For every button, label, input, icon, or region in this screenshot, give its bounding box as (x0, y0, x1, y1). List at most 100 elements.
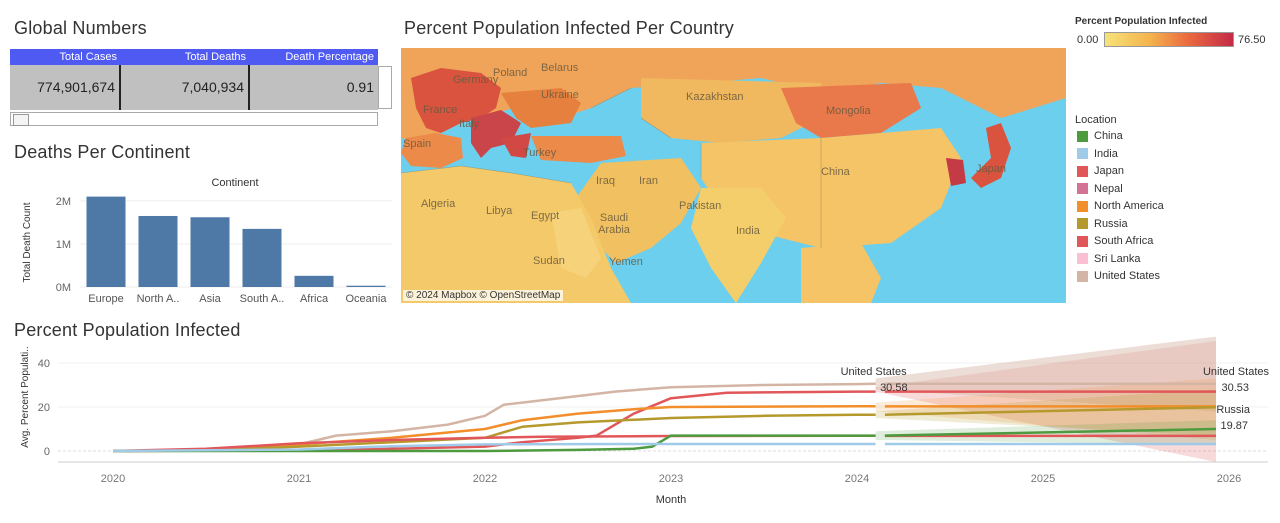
legend-label: Sri Lanka (1094, 252, 1141, 265)
italy-region (471, 110, 521, 158)
vertical-scrollbar[interactable] (378, 66, 392, 109)
legend-item-south-africa[interactable]: South Africa (1077, 235, 1153, 247)
map-label: Italy (459, 118, 480, 130)
header-total-cases: Total Cases (59, 51, 117, 63)
bar (242, 228, 282, 287)
legend-item-japan[interactable]: Japan (1077, 165, 1124, 177)
map-attribution[interactable]: © 2024 Mapbox © OpenStreetMap (403, 290, 564, 301)
map-label: Egypt (531, 210, 560, 222)
map-label: Saudi Arabia (598, 212, 630, 236)
iberia (401, 133, 463, 168)
legend-item-united-states[interactable]: United States (1077, 270, 1160, 282)
legend-swatch (1077, 235, 1088, 247)
x-tick-label: 2025 (1031, 473, 1055, 485)
legend-swatch (1077, 253, 1088, 264)
map-label: Turkey (523, 147, 557, 159)
forecast-band (875, 378, 1216, 440)
series-line-china (113, 434, 876, 453)
percent-infected-title: Percent Population Infected (14, 320, 241, 340)
legend-label: Russia (1094, 217, 1128, 230)
kazakhstan-region (641, 78, 821, 143)
map-label: Algeria (421, 198, 456, 210)
x-tick-label: Oceania (346, 293, 388, 305)
deaths-per-continent-title: Deaths Per Continent (14, 142, 191, 162)
forecast-band (875, 389, 1216, 436)
gradient-legend-max: 76.50 (1238, 34, 1266, 46)
series-line-united-states (112, 382, 876, 453)
y-axis-title: Avg. Percent Populati.. (20, 346, 31, 448)
map-label: China (821, 166, 850, 178)
y-tick-label: 20 (38, 402, 50, 414)
forecast-band (875, 336, 1216, 412)
x-axis-title: Month (656, 494, 687, 506)
legend-item-russia[interactable]: Russia (1077, 218, 1128, 230)
india-region (691, 188, 786, 303)
legend-label: South Africa (1094, 235, 1154, 247)
annotation-value: 19.87 (1220, 420, 1248, 432)
horizontal-scrollbar[interactable] (10, 112, 378, 126)
korea-region (946, 158, 966, 186)
x-tick-label: 2024 (845, 473, 869, 485)
legend-swatch (1077, 183, 1088, 194)
russia-north-landmass (401, 48, 1066, 143)
infection-map[interactable]: Poland Belarus Germany Ukraine France It… (401, 48, 1066, 303)
global-numbers-title: Global Numbers (14, 18, 147, 38)
map-label: Kazakhstan (686, 91, 744, 103)
bar (294, 275, 334, 287)
japan-region (971, 123, 1011, 188)
legend-label: North America (1094, 200, 1164, 212)
legend-item-china[interactable]: China (1077, 130, 1123, 142)
map-label: Ukraine (541, 89, 579, 101)
series-line-south-africa (112, 434, 876, 453)
legend-item-sri-lanka[interactable]: Sri Lanka (1077, 253, 1140, 265)
series-line-india (112, 442, 876, 453)
map-label: India (736, 225, 760, 237)
legend-label: India (1094, 147, 1118, 160)
y-tick-label: 0 (44, 446, 50, 458)
legend-swatch (1077, 218, 1088, 229)
y-tick-label: 2M (56, 196, 71, 208)
x-tick-label: Europe (88, 293, 123, 305)
x-tick-label: 2023 (659, 473, 683, 485)
forecast-band (875, 420, 1216, 445)
header-death-percentage: Death Percentage (285, 51, 374, 63)
legend-item-north-america[interactable]: North America (1077, 200, 1164, 212)
x-tick-label: South A.. (240, 293, 285, 305)
map-label: Belarus (541, 62, 579, 74)
global-numbers-row: 774,901,674 7,040,934 0.91 (10, 65, 378, 110)
gradient-legend-title: Percent Population Infected (1075, 16, 1208, 27)
map-label: Pakistan (679, 200, 722, 212)
x-tick-label: 2022 (473, 473, 497, 485)
y-tick-label: 0M (56, 282, 71, 294)
map-label: Japan (976, 163, 1006, 175)
legend-label: China (1094, 130, 1123, 142)
x-tick-label: 2021 (287, 473, 311, 485)
annotation-label: United States (841, 366, 908, 378)
map-label: Poland (493, 67, 528, 79)
map-label: France (423, 104, 458, 116)
map-label: Yemen (609, 256, 643, 268)
legend-swatch (1077, 165, 1088, 177)
x-tick-label: Asia (199, 293, 221, 305)
value-total-cases: 774,901,674 (10, 65, 121, 110)
southeast-asia (801, 243, 881, 303)
legend-item-nepal[interactable]: Nepal (1077, 183, 1123, 195)
map-label: Iran (639, 175, 658, 187)
egypt-sudan (551, 208, 601, 278)
map-title: Percent Population Infected Per Country (404, 18, 734, 38)
deaths-per-continent-chart: Continent 0M 1M 2M Total Death Count Europe No… (22, 177, 392, 305)
legend-label: United States (1094, 270, 1161, 282)
legend-swatch (1077, 200, 1088, 212)
scrollbar-thumb[interactable] (13, 114, 29, 126)
header-total-deaths: Total Deaths (184, 51, 246, 63)
map-label: Mongolia (826, 105, 871, 117)
legend-swatch (1077, 148, 1088, 159)
map-canvas (401, 48, 1066, 303)
gradient-legend-bar (1104, 32, 1234, 47)
border-lines (401, 87, 822, 248)
value-total-deaths: 7,040,934 (121, 65, 250, 110)
location-legend-title: Location (1075, 114, 1117, 126)
legend-item-india[interactable]: India (1077, 148, 1118, 160)
bar (138, 215, 178, 287)
map-label: Iraq (596, 175, 615, 187)
